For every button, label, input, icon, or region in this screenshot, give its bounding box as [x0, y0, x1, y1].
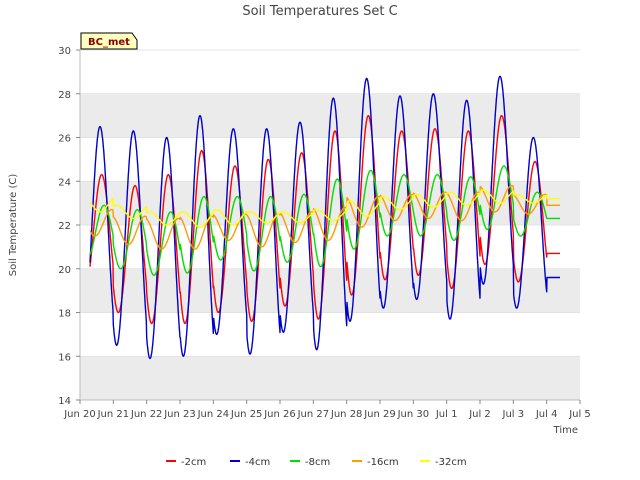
legend-label: -16cm	[367, 457, 399, 468]
x-tick-label: Jun 20	[63, 409, 96, 420]
y-tick-label: 28	[58, 90, 71, 101]
legend-label: -2cm	[181, 457, 206, 468]
x-tick-label: Jun 26	[263, 409, 296, 420]
chart-title: Soil Temperatures Set C	[242, 4, 397, 19]
y-tick-label: 26	[58, 134, 71, 145]
grid-band	[80, 356, 580, 400]
x-tick-label: Jun 25	[230, 409, 263, 420]
x-tick-label: Jun 30	[397, 409, 430, 420]
y-tick-label: 14	[58, 396, 71, 407]
x-tick-label: Jul 3	[502, 409, 525, 420]
series-line	[89, 184, 561, 250]
x-tick-label: Jun 27	[297, 409, 330, 420]
badge-box	[80, 32, 138, 50]
legend: -2cm -4cm -8cm -16cm -32cm	[166, 457, 467, 468]
series-line	[89, 165, 561, 276]
x-tick-label: Jul 5	[568, 409, 591, 420]
x-tick-label: Jun 24	[197, 409, 230, 420]
x-axis-label: Time	[553, 425, 578, 436]
x-tick-label: Jul 4	[535, 409, 558, 420]
grid-band	[80, 268, 580, 313]
series-line	[89, 75, 561, 360]
y-tick-label: 16	[58, 352, 71, 363]
station-badge: BC_met	[80, 32, 138, 50]
badge-label: BC_met	[88, 37, 130, 48]
y-axis-label: Soil Temperature (C)	[8, 174, 19, 277]
y-tick-label: 30	[58, 46, 71, 57]
legend-label: -8cm	[305, 457, 330, 468]
legend-label: -4cm	[245, 457, 270, 468]
x-tick-label: Jun 22	[130, 409, 163, 420]
y-tick-label: 24	[58, 177, 71, 188]
x-tick-label: Jun 28	[330, 409, 363, 420]
y-tick-label: 22	[58, 221, 71, 232]
x-tick-label: Jul 1	[435, 409, 458, 420]
x-axis-ticks: Jun 20 Jun 21 Jun 22 Jun 23 Jun 24 Jun 25 Jun …	[63, 400, 591, 420]
series-lines	[89, 75, 561, 360]
series-line	[89, 189, 561, 228]
legend-label: -32cm	[435, 457, 467, 468]
x-tick-label: Jun 29	[363, 409, 396, 420]
y-axis-ticks: 14 16 18 20 22 24 26 28 30	[58, 46, 80, 407]
y-tick-label: 18	[58, 309, 71, 320]
x-tick-label: Jun 21	[97, 409, 130, 420]
y-tick-label: 20	[58, 265, 71, 276]
x-tick-label: Jul 2	[468, 409, 491, 420]
x-tick-label: Jun 23	[163, 409, 196, 420]
